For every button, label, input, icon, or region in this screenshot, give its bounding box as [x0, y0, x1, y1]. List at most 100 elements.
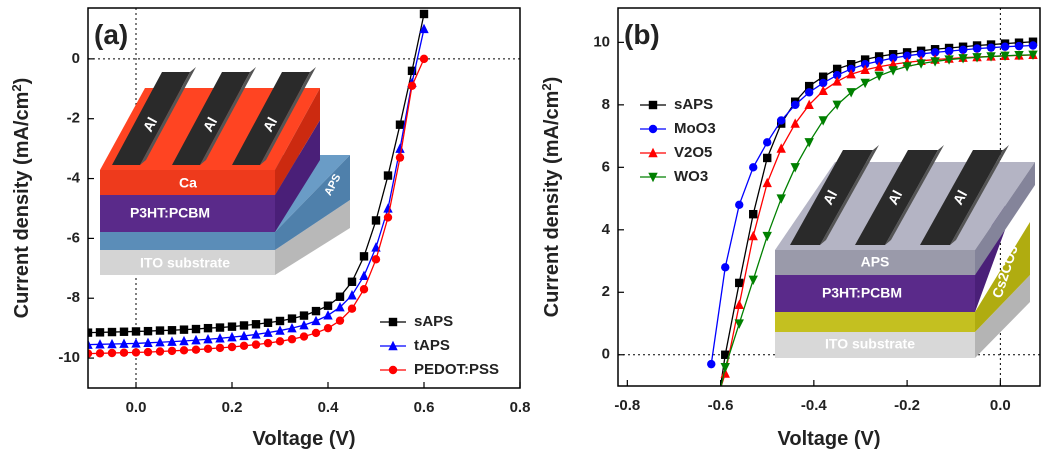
marker: [776, 194, 786, 204]
marker: [155, 337, 165, 347]
marker: [832, 64, 842, 74]
legends: sAPS tAPS PEDOT:PSS sAPS MoO3 V2O5 WO3: [380, 96, 716, 378]
marker: [191, 324, 201, 334]
marker: [721, 263, 730, 272]
marker: [395, 143, 405, 153]
marker: [419, 23, 429, 34]
inset-label: Al: [885, 187, 906, 207]
marker: [762, 231, 772, 242]
marker: [179, 346, 189, 355]
marker: [860, 60, 870, 69]
x-axis-label: Voltage (V): [778, 428, 881, 449]
marker: [648, 172, 658, 183]
marker: [735, 200, 744, 210]
legend-label: sAPS: [674, 96, 713, 113]
x-axis-label: Voltage (V): [253, 428, 356, 449]
marker: [721, 350, 730, 359]
marker: [846, 69, 856, 79]
marker: [1000, 42, 1010, 51]
marker: [239, 330, 249, 341]
y-tick-label: -4: [67, 170, 81, 187]
y-axis-label-part: 2: [539, 83, 554, 90]
marker: [131, 348, 141, 357]
x-tick-label: 0.0: [126, 399, 147, 416]
y-tick-label: -6: [67, 229, 80, 246]
marker: [419, 9, 429, 19]
marker: [359, 285, 369, 294]
marker: [359, 252, 369, 261]
inset-label: Al: [950, 187, 971, 207]
x-tick-label: 0.0: [990, 397, 1011, 414]
marker: [419, 54, 429, 64]
marker: [119, 348, 129, 357]
marker: [818, 116, 828, 126]
marker: [902, 62, 912, 72]
marker: [167, 326, 177, 335]
marker: [119, 338, 129, 348]
marker: [832, 76, 842, 86]
marker: [227, 322, 237, 331]
marker: [263, 338, 273, 348]
marker: [707, 444, 715, 449]
marker: [383, 213, 393, 222]
marker: [734, 299, 744, 309]
marker: [958, 54, 968, 64]
legend-label: MoO3: [674, 120, 716, 137]
marker: [1028, 50, 1038, 61]
marker: [323, 323, 333, 333]
marker: [734, 319, 744, 329]
marker: [395, 153, 405, 162]
marker: [958, 45, 968, 55]
marker: [846, 64, 856, 74]
marker: [347, 290, 357, 300]
marker: [95, 339, 105, 349]
marker: [88, 328, 93, 337]
inset-label: P3HT:PCBM: [130, 205, 210, 221]
marker: [1014, 41, 1024, 51]
marker: [1028, 41, 1038, 50]
panel-label: (b): [624, 19, 660, 50]
marker: [874, 56, 884, 66]
marker: [874, 71, 884, 81]
marker: [888, 53, 898, 63]
x-tick-label: -0.6: [708, 397, 734, 414]
marker: [832, 100, 842, 111]
marker: [804, 88, 814, 97]
marker: [790, 118, 800, 128]
marker: [388, 317, 398, 327]
marker: [944, 55, 954, 65]
inset-label: Al: [260, 114, 281, 134]
inset-label: Al: [200, 114, 221, 134]
legend-label: PEDOT:PSS: [414, 361, 499, 378]
marker: [251, 340, 261, 349]
marker: [888, 66, 898, 76]
panel-label: (a): [94, 19, 128, 50]
marker: [203, 323, 213, 333]
legend-label: WO3: [674, 168, 708, 185]
marker: [1000, 51, 1010, 61]
marker: [311, 328, 321, 338]
y-tick-label: 2: [602, 283, 610, 300]
marker: [986, 43, 996, 52]
marker: [215, 333, 225, 343]
marker: [179, 325, 189, 334]
marker: [720, 363, 730, 373]
marker: [888, 59, 898, 69]
marker: [323, 310, 333, 320]
x-tick-label: -0.2: [894, 397, 920, 414]
marker: [347, 277, 357, 286]
marker: [860, 55, 870, 64]
marker: [707, 359, 716, 369]
marker: [735, 278, 744, 288]
marker: [860, 78, 870, 89]
marker: [777, 116, 786, 125]
marker: [804, 99, 814, 110]
marker: [407, 66, 417, 76]
device-inset: Al Al Al Ca P3HT:PCBM APS ITO substrate: [100, 67, 350, 275]
series-group: [88, 9, 429, 358]
marker: [88, 349, 93, 358]
marker: [119, 327, 129, 336]
marker: [335, 292, 345, 301]
